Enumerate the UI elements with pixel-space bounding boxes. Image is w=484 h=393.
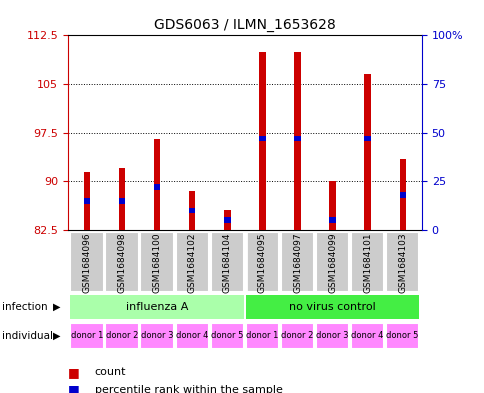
Text: donor 1: donor 1 — [71, 331, 103, 340]
Bar — [154, 139, 160, 230]
Bar — [294, 136, 300, 141]
Title: GDS6063 / ILMN_1653628: GDS6063 / ILMN_1653628 — [154, 18, 335, 31]
Bar — [105, 233, 139, 292]
Text: GSM1684101: GSM1684101 — [363, 232, 371, 293]
Text: donor 5: donor 5 — [211, 331, 243, 340]
Text: GSM1684099: GSM1684099 — [327, 232, 336, 293]
Bar — [175, 323, 209, 349]
Bar — [245, 295, 419, 319]
Bar — [315, 323, 348, 349]
Text: GSM1684098: GSM1684098 — [118, 232, 126, 293]
Bar — [70, 233, 104, 292]
Text: ▶: ▶ — [53, 302, 60, 312]
Bar — [189, 208, 195, 213]
Text: donor 5: donor 5 — [386, 331, 418, 340]
Text: GSM1684097: GSM1684097 — [292, 232, 302, 293]
Bar — [245, 323, 279, 349]
Text: percentile rank within the sample: percentile rank within the sample — [94, 385, 282, 393]
Bar — [154, 184, 160, 190]
Text: count: count — [94, 367, 126, 377]
Bar — [140, 323, 174, 349]
Bar — [140, 233, 174, 292]
Bar — [315, 233, 348, 292]
Text: donor 2: donor 2 — [281, 331, 313, 340]
Text: GSM1684100: GSM1684100 — [152, 232, 162, 293]
Bar — [329, 217, 335, 223]
Text: GSM1684104: GSM1684104 — [223, 232, 231, 292]
Bar — [280, 233, 314, 292]
Text: GSM1684096: GSM1684096 — [82, 232, 91, 293]
Bar — [119, 198, 125, 204]
Bar — [259, 136, 265, 141]
Text: ■: ■ — [68, 383, 79, 393]
Bar — [105, 323, 139, 349]
Bar — [350, 323, 384, 349]
Bar — [210, 323, 244, 349]
Bar — [363, 136, 370, 141]
Text: donor 4: donor 4 — [351, 331, 383, 340]
Bar — [175, 233, 209, 292]
Text: ▶: ▶ — [53, 331, 60, 341]
Text: infection: infection — [2, 302, 48, 312]
Text: donor 2: donor 2 — [106, 331, 138, 340]
Bar — [399, 192, 405, 198]
Bar — [363, 74, 370, 230]
Bar — [399, 158, 405, 230]
Bar — [385, 323, 419, 349]
Bar — [245, 233, 279, 292]
Bar — [70, 323, 104, 349]
Text: GSM1684103: GSM1684103 — [397, 232, 407, 293]
Bar — [224, 210, 230, 230]
Text: donor 3: donor 3 — [141, 331, 173, 340]
Text: donor 4: donor 4 — [176, 331, 208, 340]
Bar — [84, 171, 90, 230]
Text: ■: ■ — [68, 365, 79, 379]
Text: GSM1684095: GSM1684095 — [257, 232, 266, 293]
Bar — [70, 295, 244, 319]
Text: donor 1: donor 1 — [246, 331, 278, 340]
Bar — [119, 168, 125, 230]
Bar — [84, 198, 90, 204]
Text: individual: individual — [2, 331, 53, 341]
Text: influenza A: influenza A — [126, 302, 188, 312]
Bar — [350, 233, 384, 292]
Bar — [224, 217, 230, 223]
Text: donor 3: donor 3 — [316, 331, 348, 340]
Text: GSM1684102: GSM1684102 — [187, 232, 197, 292]
Bar — [189, 191, 195, 230]
Bar — [294, 51, 300, 230]
Bar — [280, 323, 314, 349]
Text: no virus control: no virus control — [288, 302, 375, 312]
Bar — [329, 181, 335, 230]
Bar — [259, 51, 265, 230]
Bar — [210, 233, 244, 292]
Bar — [385, 233, 419, 292]
